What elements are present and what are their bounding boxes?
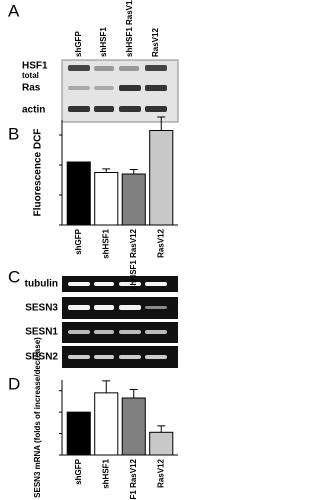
x-tick-label: shHSF1 bbox=[101, 458, 110, 488]
lane-label: RasV12 bbox=[151, 28, 160, 57]
row-label: total bbox=[22, 71, 39, 80]
blot-a bbox=[61, 59, 179, 123]
row-label: SESN3 bbox=[25, 303, 58, 314]
bar bbox=[94, 172, 119, 226]
lane-label: shHSF1 RasV12 bbox=[125, 0, 134, 57]
panel-label: B bbox=[8, 124, 19, 143]
lane-label: shHSF1 bbox=[99, 27, 108, 57]
x-tick-label: shGFP bbox=[74, 458, 83, 484]
row-label: HSF1 bbox=[22, 61, 48, 72]
bar bbox=[121, 397, 146, 456]
gel-c bbox=[62, 276, 178, 368]
x-tick-label: shHSF1 RasV12 bbox=[129, 458, 138, 500]
lane-label: shGFP bbox=[74, 31, 83, 57]
row-label: Ras bbox=[22, 83, 41, 94]
row-label: SESN1 bbox=[25, 327, 58, 338]
bar bbox=[66, 161, 91, 226]
x-tick-label: shHSF1 bbox=[101, 228, 110, 258]
panel-label: A bbox=[8, 1, 20, 20]
row-label: SESN2 bbox=[25, 352, 58, 363]
panel-label: D bbox=[8, 374, 20, 393]
x-tick-label: shGFP bbox=[74, 228, 83, 254]
x-tick-label: RasV12 bbox=[156, 458, 165, 487]
bar bbox=[149, 130, 174, 226]
bar bbox=[66, 411, 91, 456]
x-tick-label: RasV12 bbox=[156, 228, 165, 257]
x-tick-label: shHSF1 RasV12 bbox=[129, 228, 138, 289]
bar bbox=[149, 431, 174, 456]
bar bbox=[121, 173, 146, 226]
y-axis-label: SESN3 mRNA (folds of increase/decrease) bbox=[33, 337, 42, 498]
row-label: actin bbox=[22, 105, 45, 116]
bar bbox=[94, 392, 119, 456]
panel-label: C bbox=[8, 267, 20, 286]
y-axis-label: Fluorescence DCF bbox=[33, 129, 44, 217]
row-label: tubulin bbox=[25, 279, 58, 290]
